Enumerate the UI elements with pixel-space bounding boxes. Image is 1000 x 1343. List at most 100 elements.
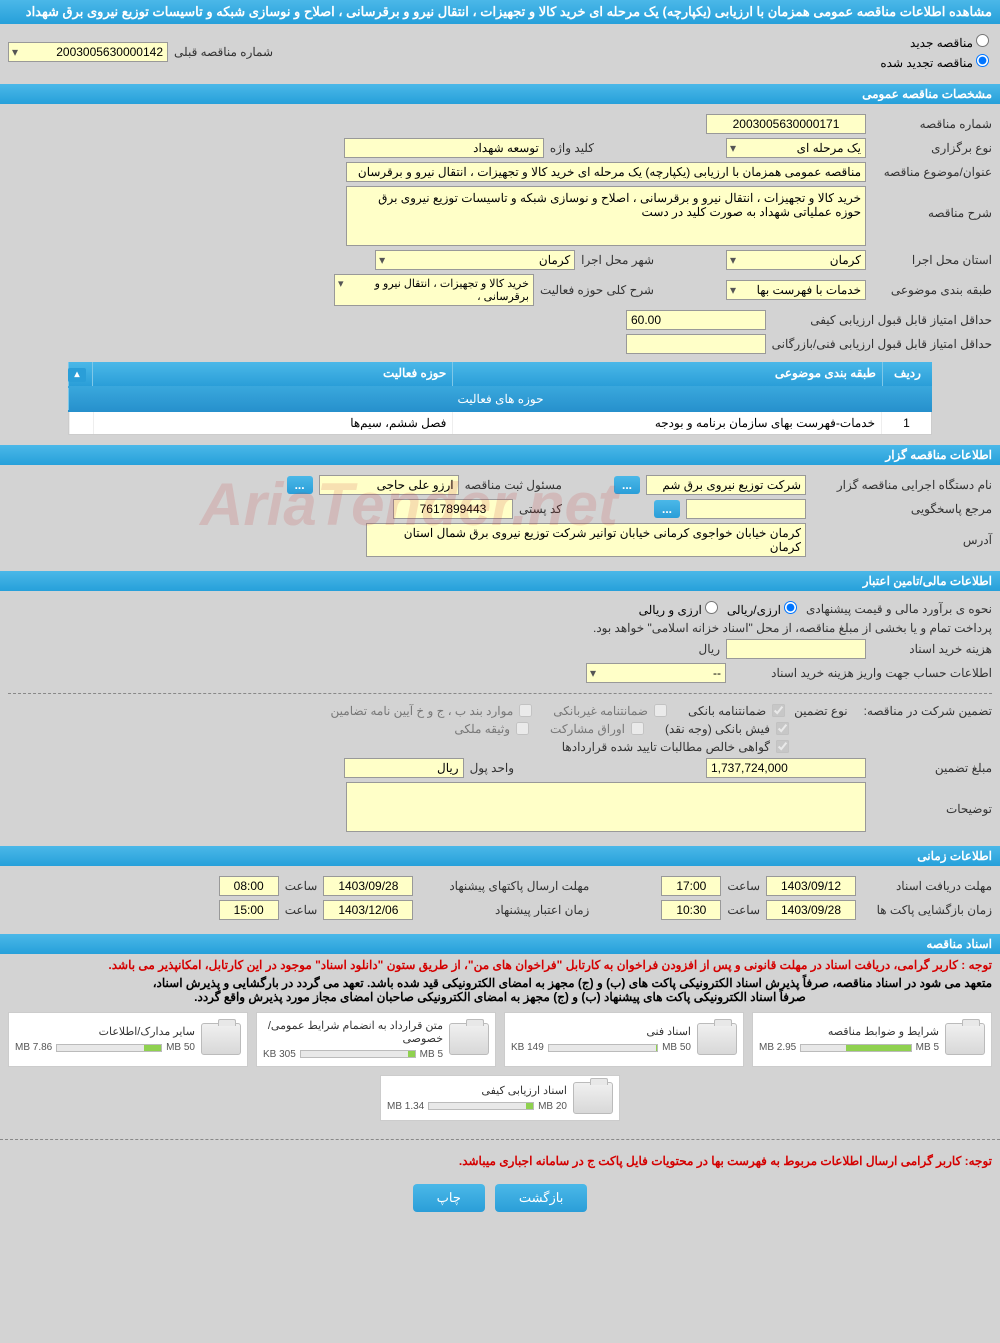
guarantee-type-label: نوع تضمین	[794, 704, 847, 718]
registrar-field: ارزو علی حاجی	[319, 475, 459, 495]
activity-desc-field[interactable]: خرید کالا و تجهیزات ، انتقال نیرو و برقر…	[334, 274, 534, 306]
file-card[interactable]: متن قرارداد به انضمام شرایط عمومی/خصوصی5…	[256, 1012, 496, 1067]
chk-bank[interactable]: ضمانتنامه بانکی	[688, 704, 788, 718]
unit-field[interactable]: ریال	[344, 758, 464, 778]
category-label: طبقه بندی موضوعی	[872, 283, 992, 297]
cell-n: 1	[881, 412, 931, 434]
chk-bond-label: موارد بند ب ، ج و خ آیین نامه تضامین	[331, 704, 514, 718]
file-size: 149 KB	[511, 1042, 544, 1053]
file-bar	[800, 1044, 911, 1052]
amount-label: مبلغ تضمین	[872, 761, 992, 775]
postal-field[interactable]: 7617899443	[393, 499, 513, 519]
doc-fee-label: هزینه خرید اسناد	[872, 642, 992, 656]
file-title: سایر مدارک/اطلاعات	[15, 1025, 195, 1038]
subject-label: عنوان/موضوع مناقصه	[872, 165, 992, 179]
registrar-lookup-button[interactable]: ...	[287, 476, 313, 494]
min-tech-label: حداقل امتیاز قابل قبول ارزیابی فنی/بازرگ…	[772, 337, 992, 351]
radio-currency[interactable]: ارزی و ریالی	[639, 601, 721, 617]
time-word-3: ساعت	[727, 903, 760, 917]
category-field[interactable]: خدمات با فهرست بها	[726, 280, 866, 300]
chk-cash[interactable]: فیش بانکی (وجه نقد)	[665, 722, 792, 736]
section-holder: اطلاعات مناقصه گزار	[0, 445, 1000, 465]
file-grid: شرایط و ضوابط مناقصه5 MB2.95 MBاسناد فنی…	[0, 1004, 1000, 1129]
collapse-icon[interactable]: ▴	[68, 368, 86, 382]
address-field[interactable]: کرمان خیابان خواجوی کرمانی خیابان توانیر…	[366, 523, 806, 557]
chk-nonbank[interactable]: ضمانتنامه غیربانکی	[553, 704, 670, 718]
folder-icon	[449, 1023, 489, 1055]
cell-category: خدمات-فهرست بهای سازمان برنامه و بودجه	[452, 412, 881, 434]
file-cap: 5 MB	[420, 1049, 443, 1060]
holding-type-field[interactable]: یک مرحله ای	[726, 138, 866, 158]
file-bar	[428, 1102, 534, 1110]
section-timing: اطلاعات زمانی	[0, 846, 1000, 866]
description-field[interactable]: خرید کالا و تجهیزات ، انتقال نیرو و برقر…	[346, 186, 866, 246]
validity-date[interactable]: 1403/12/06	[323, 900, 413, 920]
payment-note: پرداخت تمام و یا بخشی از مبلغ مناقصه، از…	[593, 621, 992, 635]
doc-deadline-label: مهلت دریافت اسناد	[862, 879, 992, 893]
city-field[interactable]: کرمان	[375, 250, 575, 270]
doc-deadline-date[interactable]: 1403/09/12	[766, 876, 856, 896]
file-cap: 50 MB	[662, 1042, 691, 1053]
docs-note2b: صرفاً اسناد الکترونیکی پاکت های پیشنهاد …	[0, 990, 1000, 1004]
radio-new[interactable]: مناقصه جدید	[880, 34, 992, 50]
file-cap: 50 MB	[166, 1042, 195, 1053]
exec-label: نام دستگاه اجرایی مناقصه گزار	[812, 478, 992, 492]
notes-label: توضیحات	[872, 782, 992, 816]
keyword-label: کلید واژه	[550, 141, 594, 155]
prev-num-label: شماره مناقصه قبلی	[174, 45, 273, 59]
radio-rial[interactable]: ارزی/ریالی	[727, 601, 800, 617]
notes-field[interactable]	[346, 782, 866, 832]
file-card[interactable]: اسناد ارزیابی کیفی20 MB1.34 MB	[380, 1075, 620, 1121]
chk-bank-label: ضمانتنامه بانکی	[688, 704, 766, 718]
opening-date[interactable]: 1403/09/28	[766, 900, 856, 920]
proposal-deadline-time[interactable]: 08:00	[219, 876, 279, 896]
back-button[interactable]: بازگشت	[495, 1184, 587, 1212]
print-button[interactable]: چاپ	[413, 1184, 485, 1212]
doc-deadline-time[interactable]: 17:00	[661, 876, 721, 896]
col-category: طبقه بندی موضوعی	[452, 362, 882, 386]
response-lookup-button[interactable]: ...	[654, 500, 680, 518]
file-card[interactable]: شرایط و ضوابط مناقصه5 MB2.95 MB	[752, 1012, 992, 1067]
guarantee-label: تضمین شرکت در مناقصه:	[864, 704, 992, 718]
tender-num-field: 2003005630000171	[706, 114, 866, 134]
docs-note1: توجه : کاربر گرامی، دریافت اسناد در مهلت…	[0, 954, 1000, 976]
chk-receivables-label: گواهی خالص مطالبات تایید شده قراردادها	[562, 740, 770, 754]
file-title: اسناد فنی	[511, 1025, 691, 1038]
file-card[interactable]: اسناد فنی 50 MB 149 KB	[504, 1012, 744, 1067]
keyword-field[interactable]: توسعه شهداد	[344, 138, 544, 158]
holding-type-label: نوع برگزاری	[872, 141, 992, 155]
account-field[interactable]: --	[586, 663, 726, 683]
docs-footer-note: توجه: کاربر گرامی ارسال اطلاعات مربوط به…	[0, 1150, 1000, 1172]
address-label: آدرس	[812, 533, 992, 547]
city-label: شهر محل اجرا	[581, 253, 654, 267]
subject-field[interactable]: مناقصه عمومی همزمان با ارزیابی (یکپارچه)…	[346, 162, 866, 182]
proposal-deadline-date[interactable]: 1403/09/28	[323, 876, 413, 896]
min-quality-field[interactable]: 60.00	[626, 310, 766, 330]
exec-lookup-button[interactable]: ...	[614, 476, 640, 494]
account-label: اطلاعات حساب جهت واریز هزینه خرید اسناد	[732, 666, 992, 680]
chk-property[interactable]: وثیقه ملکی	[454, 722, 532, 736]
activity-desc-label: شرح کلی حوزه فعالیت	[540, 283, 654, 297]
province-field[interactable]: کرمان	[726, 250, 866, 270]
section-general: مشخصات مناقصه عمومی	[0, 84, 1000, 104]
file-size: 1.34 MB	[387, 1101, 424, 1112]
response-unit-field[interactable]	[686, 499, 806, 519]
file-size: 7.86 MB	[15, 1042, 52, 1053]
opening-time[interactable]: 10:30	[661, 900, 721, 920]
file-bar	[548, 1044, 658, 1052]
time-word-1: ساعت	[727, 879, 760, 893]
prev-num-field[interactable]: 2003005630000142	[8, 42, 168, 62]
radio-renewed-label: مناقصه تجدید شده	[880, 56, 973, 70]
doc-fee-field[interactable]	[726, 639, 866, 659]
docs-note2a: متعهد می شود در اسناد مناقصه، صرفاً پذیر…	[0, 976, 1000, 990]
chk-receivables[interactable]: گواهی خالص مطالبات تایید شده قراردادها	[562, 740, 792, 754]
chk-bond[interactable]: موارد بند ب ، ج و خ آیین نامه تضامین	[331, 704, 536, 718]
folder-icon	[201, 1023, 241, 1055]
min-tech-field[interactable]	[626, 334, 766, 354]
radio-renewed[interactable]: مناقصه تجدید شده	[880, 54, 992, 70]
time-word-2: ساعت	[285, 879, 318, 893]
validity-time[interactable]: 15:00	[219, 900, 279, 920]
file-card[interactable]: سایر مدارک/اطلاعات 50 MB 7.86 MB	[8, 1012, 248, 1067]
chk-shares[interactable]: اوراق مشارکت	[550, 722, 647, 736]
amount-field[interactable]: 1,737,724,000	[706, 758, 866, 778]
